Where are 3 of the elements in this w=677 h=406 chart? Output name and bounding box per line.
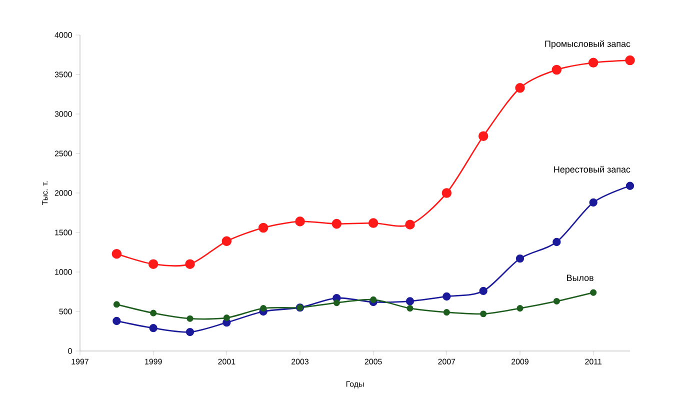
series-label: Промысловый запас [545,40,630,49]
series-label: Вылов [567,274,594,282]
series-label: Нерестовый запас [554,166,630,174]
